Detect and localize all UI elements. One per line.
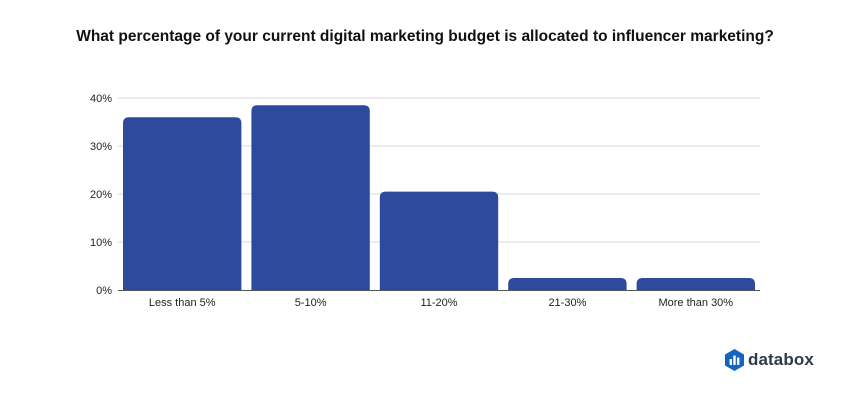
bars <box>123 105 755 290</box>
x-tick-label: 11-20% <box>420 297 457 309</box>
y-axis-ticks: 0% 10% 20% 30% 40% <box>90 93 112 297</box>
bar <box>636 278 755 290</box>
x-tick-label: 5-10% <box>295 297 327 309</box>
bar <box>379 191 499 290</box>
chart-title: What percentage of your current digital … <box>76 28 774 45</box>
brand-name: databox <box>748 350 814 369</box>
y-tick-label: 30% <box>90 141 112 153</box>
x-axis-ticks: Less than 5% 5-10% 11-20% 21-30% More than 3… <box>149 297 733 309</box>
y-tick-label: 0% <box>96 285 112 297</box>
bar <box>251 105 370 290</box>
x-tick-label: Less than 5% <box>149 297 216 309</box>
y-tick-label: 10% <box>90 237 112 249</box>
x-tick-label: 21-30% <box>548 297 586 309</box>
bar <box>123 117 242 290</box>
bar <box>508 278 627 290</box>
x-tick-label: More than 30% <box>658 297 733 309</box>
databox-logo-icon <box>725 349 744 371</box>
databox-brand: databox <box>725 348 814 372</box>
y-tick-label: 20% <box>90 189 112 201</box>
y-tick-label: 40% <box>90 93 112 105</box>
